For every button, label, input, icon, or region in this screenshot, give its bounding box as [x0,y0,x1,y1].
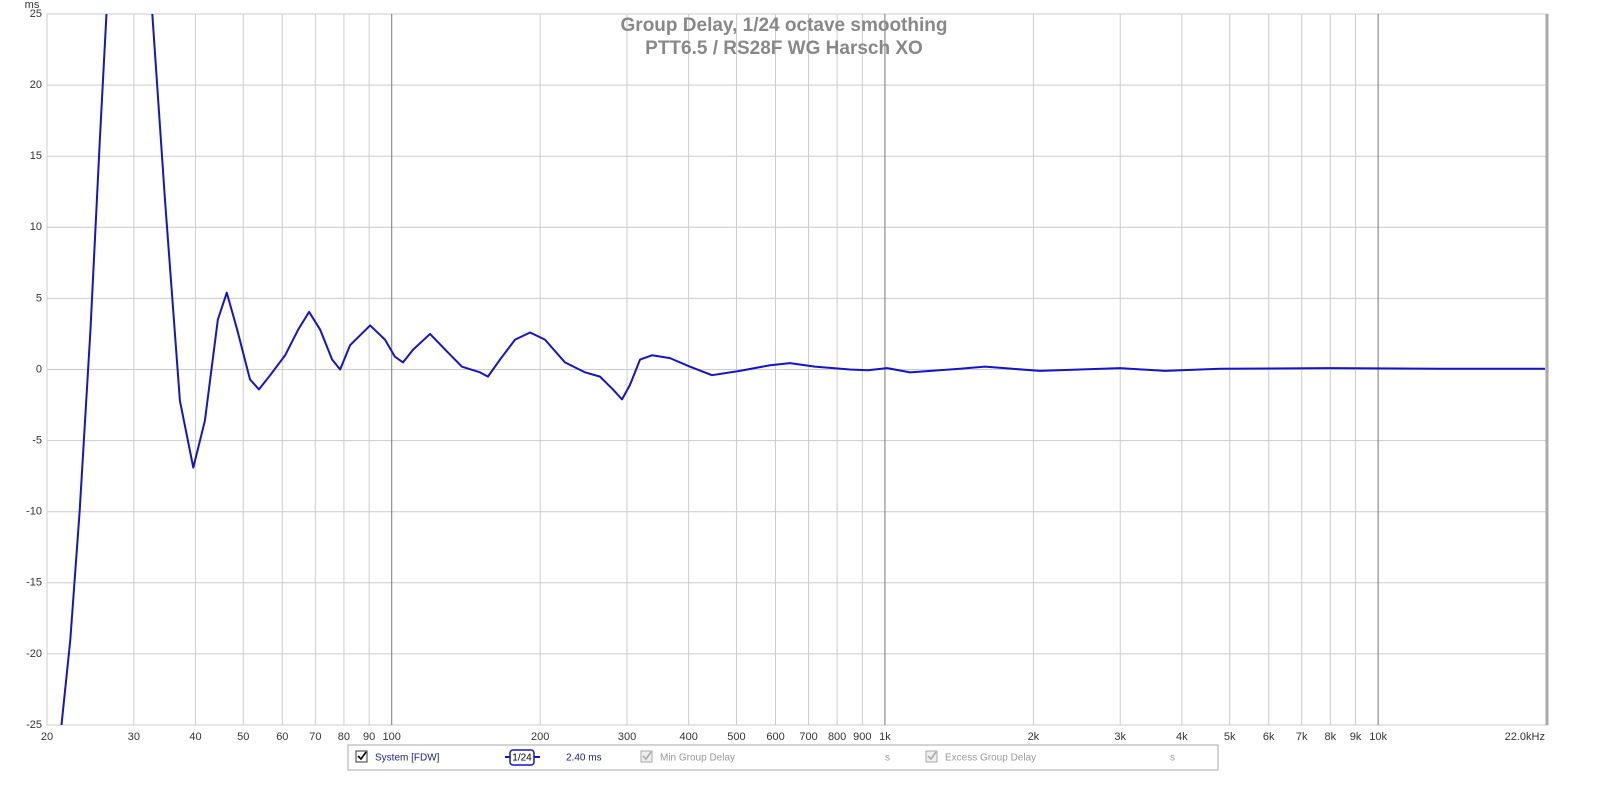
x-tick-label: 5k [1224,731,1236,743]
traces [60,14,1545,725]
x-tick-label: 80 [338,731,350,743]
x-tick-label: 50 [237,731,249,743]
x-tick-label: 40 [189,731,201,743]
trace-unit: s [1170,753,1175,764]
smoothing-box[interactable] [509,749,535,766]
y-tick-label: -20 [26,648,42,660]
checkbox[interactable] [925,750,938,763]
legend-trace-name[interactable]: Min Group Delay [660,753,735,764]
legend-trace-name[interactable]: Excess Group Delay [945,753,1036,764]
x-tick-label: 30 [128,731,140,743]
x-tick-label: 10k [1369,731,1387,743]
x-tick-label: 3k [1114,731,1126,743]
x-tick-label: 2k [1028,731,1040,743]
x-tick-label: 800 [828,731,846,743]
x-tick-label: 20 [41,731,53,743]
checkbox[interactable] [355,750,368,763]
x-tick-label: 4k [1176,731,1188,743]
x-tick-label: 70 [309,731,321,743]
grid [46,13,1548,726]
x-tick-label: 60 [276,731,288,743]
checkbox[interactable] [640,750,653,763]
checkmark [642,751,652,761]
y-tick-label: 10 [30,221,42,233]
x-tick-label: 100 [383,731,401,743]
legend-panel: System [FDW] 1/24 2.40 ms Min Group Dela… [347,744,1219,771]
chart-subtitle: PTT6.5 / RS28F WG Harsch XO [645,38,923,59]
x-tick-label: 200 [531,731,549,743]
smoothing-label: 1/24 [512,753,532,764]
x-tick-label: 90 [363,731,375,743]
data-line [60,14,1545,725]
checkmark [927,751,937,761]
legend-series-name[interactable]: System [FDW] [375,753,440,764]
y-tick-label: -15 [26,577,42,589]
y-tick-label: 0 [36,363,42,375]
x-tick-label: 900 [853,731,871,743]
checkmark [357,751,367,761]
x-tick-label: 1k [879,731,891,743]
y-tick-label: -10 [26,506,42,518]
x-tick-label: 600 [766,731,784,743]
y-tick-label: 5 [36,292,42,304]
y-tick-label: 20 [30,79,42,91]
chart-title: Group Delay, 1/24 octave smoothing [621,15,948,36]
legend-frame [347,744,1219,771]
x-tick-label: 700 [799,731,817,743]
readout: 2.40 ms [566,753,602,764]
trace-unit: s [885,753,890,764]
y-tick-label: 15 [30,150,42,162]
x-tick-label: 500 [727,731,745,743]
x-tick-label: 400 [679,731,697,743]
x-tick-label: 22.0kHz [1505,731,1545,743]
y-tick-label: 25 [30,8,42,20]
x-tick-label: 300 [618,731,636,743]
x-tick-label: 6k [1263,731,1275,743]
x-tick-label: 7k [1296,731,1308,743]
x-tick-label: 9k [1350,731,1362,743]
x-tick-label: 8k [1325,731,1337,743]
y-tick-label: -5 [32,435,42,447]
y-axis-label: ms [25,0,40,11]
y-tick-label: -25 [26,719,42,731]
